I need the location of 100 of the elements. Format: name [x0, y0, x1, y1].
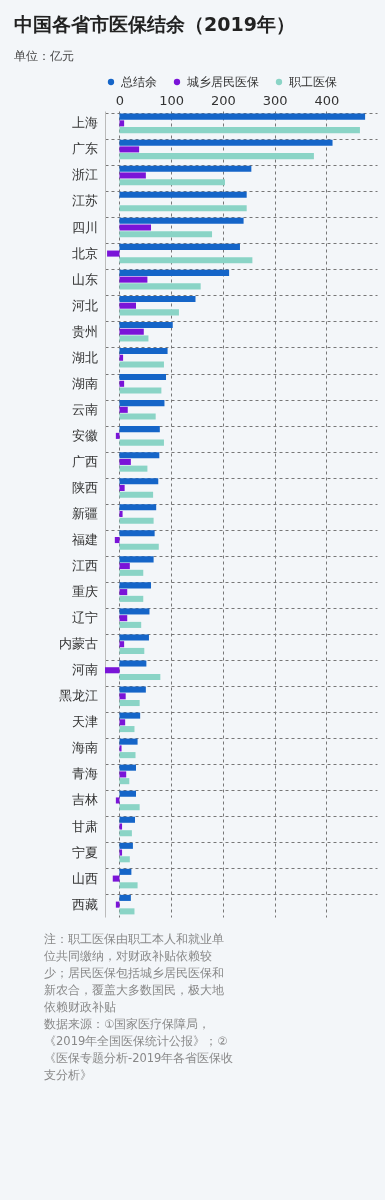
y-tick-label: 安徽: [71, 427, 98, 443]
y-tick-label: 山东: [71, 271, 98, 287]
chart-title: 中国各省市医保结余（2019年）: [14, 13, 295, 35]
bar: [119, 309, 179, 316]
bar: [119, 465, 148, 472]
bar: [119, 816, 135, 823]
y-tick-label: 广东: [71, 141, 98, 157]
bar: [119, 686, 146, 693]
y-tick-label: 吉林: [71, 792, 98, 808]
bar: [119, 621, 142, 628]
bar: [119, 543, 159, 550]
bar: [119, 276, 148, 283]
bar: [119, 589, 128, 596]
bar: [119, 347, 168, 355]
bar: [119, 868, 132, 875]
y-tick-label: 广西: [71, 453, 98, 469]
bar: [119, 530, 155, 537]
bar: [119, 458, 131, 465]
bar: [119, 191, 247, 198]
bar: [119, 563, 130, 570]
bar: [119, 439, 164, 446]
bar: [119, 569, 144, 576]
bar: [119, 413, 156, 420]
bar: [119, 380, 125, 387]
y-tick-label: 湖南: [71, 375, 98, 391]
y-tick-label: 新疆: [71, 506, 98, 521]
y-tick-label: 青海: [71, 766, 98, 782]
y-tick-label: 福建: [71, 532, 98, 548]
bar: [119, 283, 201, 290]
bar: [119, 615, 128, 622]
bar: [119, 361, 164, 368]
chart-subtitle: 单位：亿元: [14, 49, 74, 63]
bar: [119, 752, 136, 759]
bar: [119, 321, 173, 328]
bar: [119, 478, 159, 485]
bar: [119, 595, 144, 602]
bar: [105, 667, 120, 674]
y-tick-label: 浙江: [71, 167, 98, 183]
y-tick-label: 天津: [71, 714, 98, 730]
bar: [119, 127, 360, 134]
bar: [119, 120, 125, 127]
bar: [119, 113, 366, 120]
bar: [119, 406, 128, 413]
y-tick-label: 陕西: [71, 479, 98, 495]
bar: [119, 894, 131, 901]
bar: [119, 517, 154, 524]
y-tick-label: 四川: [71, 219, 98, 235]
bar: [119, 269, 230, 276]
y-tick-label: 山西: [71, 870, 98, 886]
y-tick-label: 云南: [71, 401, 98, 417]
y-tick-label: 重庆: [71, 584, 98, 600]
y-tick-label: 甘肃: [71, 818, 98, 834]
bar: [119, 726, 135, 733]
bar: [119, 231, 213, 238]
bar: [119, 302, 137, 309]
bar: [119, 224, 152, 231]
bar: [119, 257, 253, 264]
bar: [119, 830, 132, 837]
bar: [119, 452, 160, 459]
bar: [119, 745, 122, 752]
y-tick-label: 北京: [71, 245, 98, 261]
bar: [119, 738, 138, 745]
x-tick-label: 300: [262, 92, 288, 108]
bar: [119, 790, 137, 797]
bar: [119, 778, 130, 785]
y-tick-label: 宁夏: [71, 844, 98, 860]
y-tick-label: 海南: [71, 740, 98, 756]
bar: [119, 608, 150, 615]
bar: [119, 165, 252, 172]
bar: [119, 295, 196, 302]
bar: [119, 647, 145, 654]
bar: [107, 250, 120, 257]
bar: [119, 719, 126, 726]
y-tick-label: 贵州: [71, 323, 98, 339]
bar: [119, 764, 137, 771]
y-tick-label: 上海: [71, 115, 98, 131]
x-tick-label: 200: [210, 92, 236, 108]
y-tick-label: 河北: [71, 297, 98, 313]
bar: [119, 400, 165, 407]
source-note: 数据来源：①国家医疗保障局，《2019年全国医保统计公报》；②《医保专题分析-2019年各省医保收支分析》: [44, 1016, 234, 1084]
bar: [119, 153, 314, 160]
bar: [119, 849, 123, 856]
bar: [119, 179, 225, 186]
bar: [119, 673, 161, 681]
bar: [119, 205, 247, 212]
y-tick-label: 辽宁: [71, 610, 98, 626]
bar: [119, 504, 157, 511]
bar: [119, 335, 149, 342]
y-tick-label: 西藏: [71, 896, 98, 912]
bar: [119, 641, 125, 648]
bar: [119, 582, 152, 589]
bar: [119, 484, 125, 491]
y-tick-label: 内蒙古: [58, 636, 98, 652]
bar: [119, 146, 140, 153]
bar: [119, 634, 149, 641]
bar: [119, 882, 138, 889]
bar: [119, 374, 167, 381]
bar: [119, 328, 144, 335]
x-tick-label: 400: [314, 92, 340, 108]
bar: [119, 387, 162, 394]
